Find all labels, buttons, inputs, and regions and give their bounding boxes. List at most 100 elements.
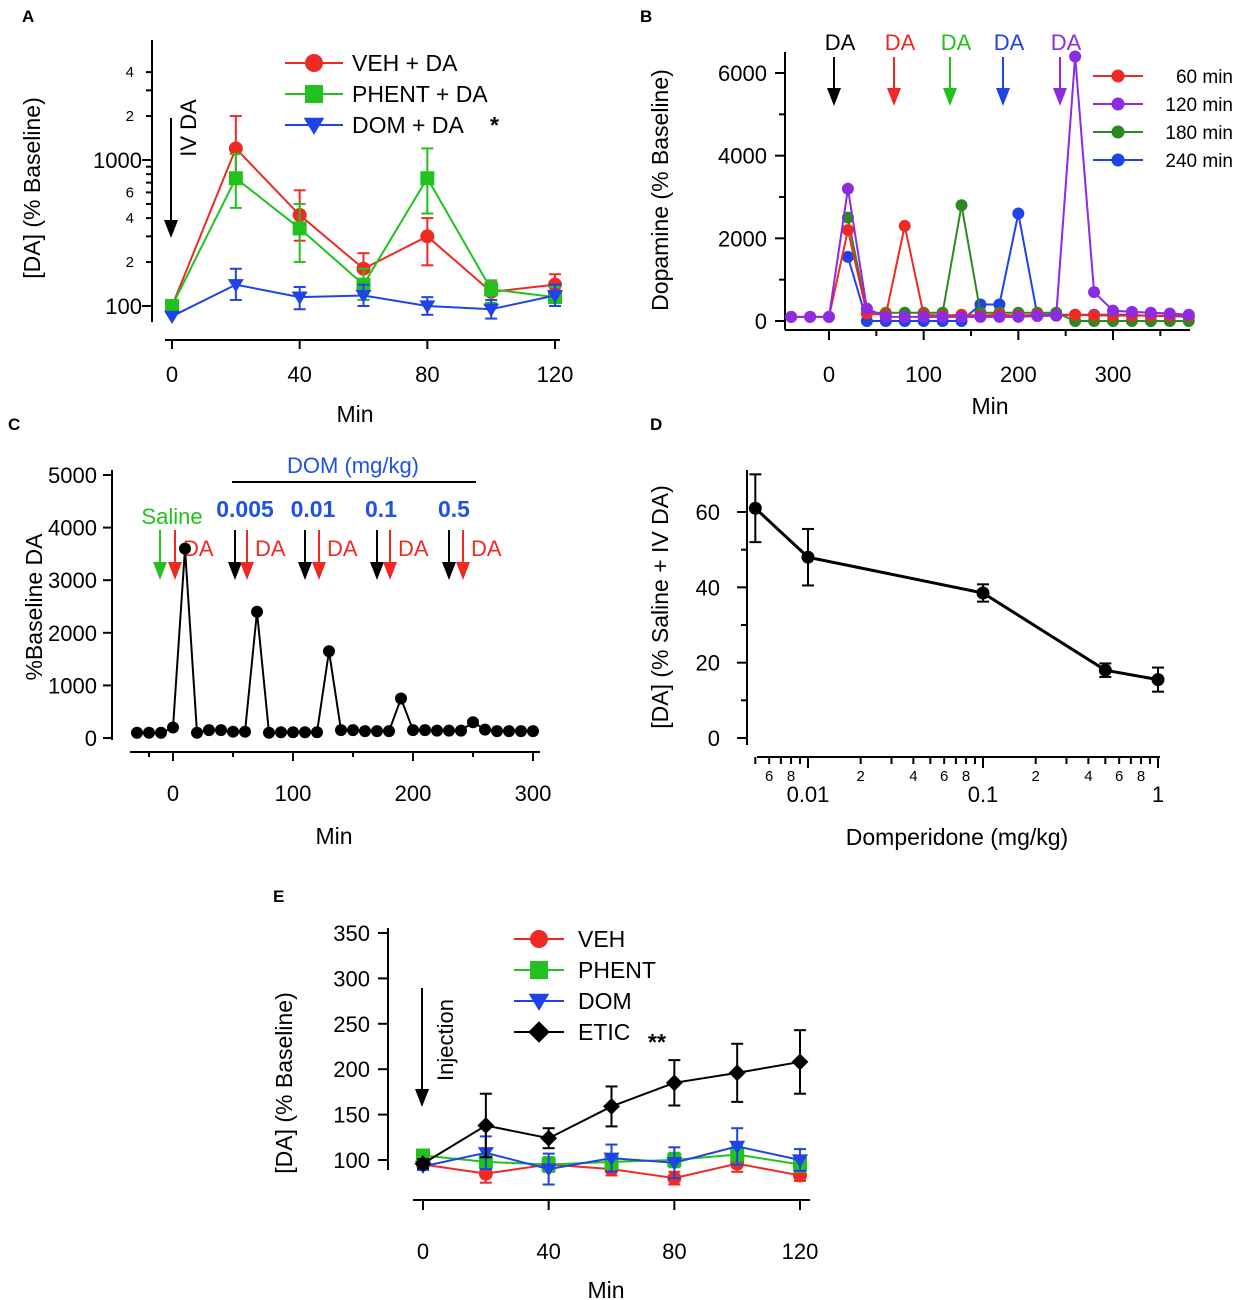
panel-c-data-point [203, 724, 215, 737]
panel-e-legend-label: VEH [578, 926, 625, 952]
panel-c-da-label: DA [327, 536, 358, 561]
panel-b-data-point [823, 310, 835, 323]
panel-c-data-point [455, 724, 467, 737]
panel-b-x-tick-label: 200 [1000, 362, 1037, 387]
panel-b-data-point [841, 224, 854, 237]
panel-c-y-tick-label: 4000 [48, 516, 97, 541]
panel-e-x-tick-label: 80 [662, 1239, 686, 1264]
panel-c-data-point [491, 725, 503, 738]
panel-c-dose-label: 0.5 [438, 496, 470, 522]
panel-c-data-point [131, 726, 143, 739]
panel-e-y-tick-label: 100 [333, 1148, 370, 1173]
panel-c-data-point [191, 726, 203, 739]
panel-c-data-point [227, 725, 239, 738]
panel-b-series-line-0 [791, 225, 1189, 318]
panel-d-y-tick-label: 60 [696, 500, 720, 525]
panel-e-legend-label: ETIC [578, 1019, 630, 1045]
panel-b-data-point [1031, 310, 1044, 323]
panel-e-data-point [603, 1152, 620, 1166]
panel-c-dom-arrow-head [298, 562, 312, 580]
panel-b-legend-marker [1111, 97, 1125, 111]
panel-a-y-minor-tick-label: 6 [126, 184, 134, 201]
panel-a-data-point [420, 171, 435, 186]
panel-b-data-point [785, 310, 798, 323]
panel-c-data-point [239, 725, 251, 738]
panel-c-series-line [137, 548, 533, 734]
panel-e-data-point [414, 1155, 432, 1173]
panel-a-data-point [546, 289, 564, 304]
panel-c-data-point [359, 725, 371, 738]
panel-b-xlabel: Min [971, 393, 1008, 419]
panel-b-data-point [993, 310, 1006, 323]
panel-c-data-point [395, 692, 407, 705]
panel-label-c: C [8, 415, 20, 434]
panel-d-x-tick-label: 0.1 [968, 782, 999, 807]
panel-b-legend-marker [1111, 153, 1125, 167]
panel-e-y-tick-label: 200 [333, 1057, 370, 1082]
panel-a-data-point [227, 279, 244, 293]
panel-d-x-minor-tick-label: 6 [765, 768, 773, 785]
panel-b-data-point [955, 310, 968, 323]
panel-e-legend-label: DOM [578, 988, 632, 1014]
panel-d-series-line [754, 507, 1159, 682]
panel-label-b: B [640, 7, 652, 26]
panel-b-x-tick-label: 0 [823, 362, 835, 387]
panel-e-y-tick-label: 350 [333, 921, 370, 946]
panel-b-legend-label: 240 min [1165, 151, 1233, 172]
panel-b-data-point [804, 310, 817, 323]
panel-a-legend-marker [305, 85, 323, 103]
panel-c-dom-arrow-head [442, 562, 456, 580]
panel-a-data-point [484, 282, 499, 297]
panel-c-data-point [215, 724, 227, 737]
panel-d-x-tick-label: 0.01 [787, 782, 830, 807]
panel-a-data-point [228, 141, 243, 156]
panel-d-x-minor-tick-label: 2 [1032, 768, 1040, 785]
panel-c-da-label: DA [398, 536, 429, 561]
panel-a: A [DA] (% Baseline) Min IV DA * 0 40 80 120… [19, 7, 573, 427]
panel-b-data-point [1163, 307, 1176, 320]
panel-c-dose-title: DOM (mg/kg) [287, 453, 419, 478]
panel-a-data-point [291, 291, 308, 305]
panel-d-x-minor-tick-label: 8 [1137, 768, 1145, 785]
panel-e-y-tick-label: 300 [333, 966, 370, 991]
panel-c-y-tick-label: 0 [85, 726, 97, 751]
panel-e-legend-marker [530, 961, 548, 979]
panel-b-data-point [1069, 308, 1082, 321]
panel-a-legend-marker [303, 117, 325, 135]
panel-c-data-point [251, 605, 263, 618]
panel-c-data-point [431, 724, 443, 737]
panel-e-data-point [791, 1053, 809, 1071]
panel-a-xlabel: Min [336, 401, 373, 427]
panel-c-y-tick-label: 3000 [48, 568, 97, 593]
panel-b-da-arrow-head [887, 88, 901, 106]
panel-d-data-point [801, 550, 815, 564]
panel-c-data-point [299, 726, 311, 739]
panel-e-significance-star: ** [648, 1029, 666, 1055]
panel-b-x-tick-label: 300 [1095, 362, 1132, 387]
panel-b-arrow-label: DA [941, 30, 972, 55]
panel-a-x-tick-label: 120 [537, 362, 574, 387]
panel-d-x-minor-tick-label: 6 [940, 768, 948, 785]
panel-b-data-point [898, 310, 911, 323]
panel-e-data-point [729, 1140, 746, 1155]
panel-a-data-point [419, 300, 436, 314]
panel-c-dom-arrow-head [228, 562, 242, 580]
panel-a-data-point [483, 303, 500, 317]
panel-b-da-arrow-head [1053, 88, 1067, 106]
panel-d-x-minor-tick-label: 2 [857, 768, 865, 785]
panel-a-data-point [228, 171, 243, 186]
panel-d-x-minor-tick-label: 8 [962, 768, 970, 785]
panel-b-legend-label: 180 min [1165, 123, 1233, 144]
panel-d-y-tick-label: 0 [708, 726, 720, 751]
panel-b-y-tick-label: 0 [755, 309, 767, 334]
panel-b-data-point [1144, 306, 1157, 319]
panel-e-data-point [791, 1154, 809, 1168]
panel-d-data-point [748, 501, 762, 515]
panel-b-data-point [841, 250, 854, 263]
panel-e-injection-arrow-head [415, 1089, 429, 1107]
panel-e-x-tick-label: 40 [536, 1239, 560, 1264]
panel-b-da-arrow-head [827, 88, 841, 106]
panel-d: D [DA] (% Saline + IV DA) Domperidone (m… [647, 415, 1165, 850]
panel-label-d: D [650, 415, 662, 434]
